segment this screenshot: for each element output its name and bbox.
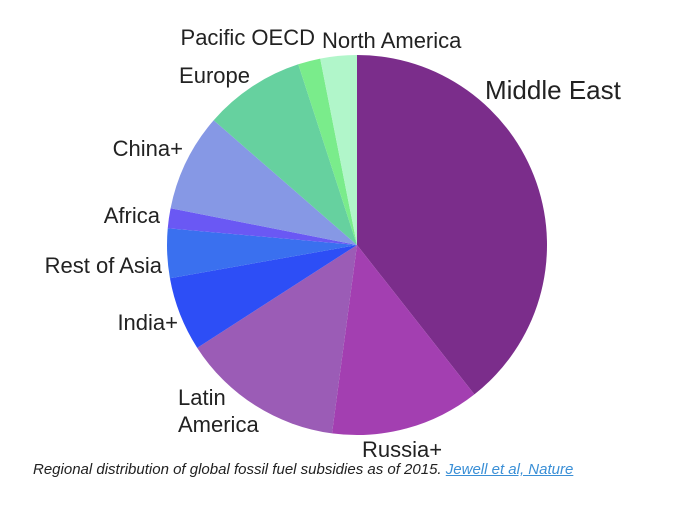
slice-label: Pacific OECD: [180, 25, 315, 50]
pie-slice: [332, 245, 475, 435]
pie-slice: [213, 64, 357, 246]
pie-slice: [197, 245, 357, 434]
pie-slice: [320, 55, 357, 245]
slice-label: China+: [112, 136, 183, 161]
pie-slice: [169, 245, 357, 348]
slice-label: Middle East: [485, 75, 621, 105]
source-link[interactable]: Jewell et al, Nature: [445, 461, 574, 478]
slice-label: Africa: [103, 203, 160, 228]
pie-slice: [167, 228, 357, 279]
pie-slice: [298, 58, 357, 245]
pie-slice: [167, 208, 357, 245]
pie-slice: [357, 55, 548, 395]
pie-slice: [170, 120, 357, 245]
caption: Regional distribution of global fossil f…: [33, 461, 442, 478]
slice-label: Russia+: [362, 437, 443, 462]
slice-label: India+: [117, 310, 178, 335]
slice-label: Latin America: [178, 385, 259, 437]
caption-block: Regional distribution of global fossil f…: [33, 461, 573, 478]
slice-label: Rest of Asia: [44, 253, 162, 278]
slice-label: North America: [322, 28, 462, 53]
slice-label: Europe: [179, 63, 250, 88]
